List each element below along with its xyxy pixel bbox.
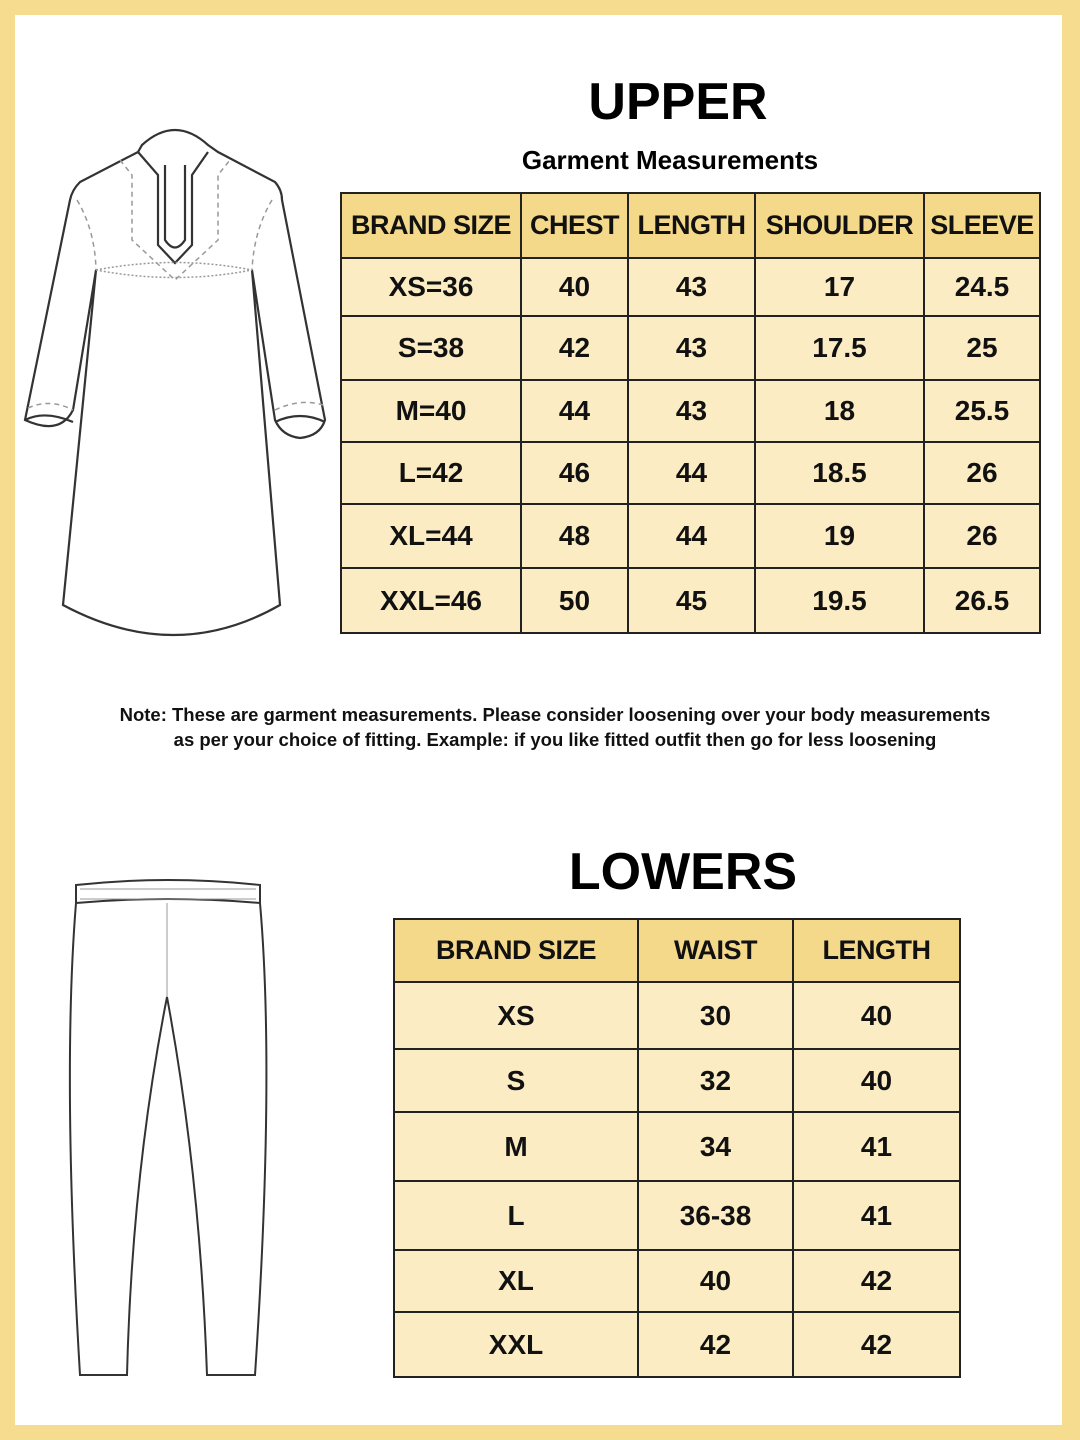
table-cell: 19.5 bbox=[754, 567, 925, 634]
table-cell: 18.5 bbox=[754, 441, 925, 505]
table-cell: L bbox=[393, 1180, 639, 1251]
header-chest: CHEST bbox=[520, 192, 629, 259]
table-cell: 44 bbox=[520, 379, 629, 443]
kurta-illustration bbox=[23, 128, 327, 637]
table-cell: 32 bbox=[637, 1048, 794, 1113]
table-row: M=40 44 43 18 25.5 bbox=[340, 379, 1041, 443]
table-cell: S=38 bbox=[340, 315, 522, 381]
table-cell: 43 bbox=[627, 315, 756, 381]
table-cell: 40 bbox=[792, 1048, 961, 1113]
table-cell: XS bbox=[393, 981, 639, 1050]
table-cell: 17.5 bbox=[754, 315, 925, 381]
table-cell: XL=44 bbox=[340, 503, 522, 569]
table-cell: 19 bbox=[754, 503, 925, 569]
table-cell: 48 bbox=[520, 503, 629, 569]
table-row: S 32 40 bbox=[393, 1048, 961, 1113]
table-cell: S bbox=[393, 1048, 639, 1113]
table-cell: M=40 bbox=[340, 379, 522, 443]
table-row: S=38 42 43 17.5 25 bbox=[340, 315, 1041, 381]
table-row: XXL=46 50 45 19.5 26.5 bbox=[340, 567, 1041, 634]
table-cell: 41 bbox=[792, 1180, 961, 1251]
table-cell: XXL=46 bbox=[340, 567, 522, 634]
header-brand-size: BRAND SIZE bbox=[393, 918, 639, 983]
pants-illustration bbox=[68, 879, 268, 1376]
table-cell: 42 bbox=[792, 1249, 961, 1313]
table-cell: 46 bbox=[520, 441, 629, 505]
table-row: XL=44 48 44 19 26 bbox=[340, 503, 1041, 569]
table-cell: 34 bbox=[637, 1111, 794, 1182]
table-cell: 42 bbox=[792, 1311, 961, 1378]
table-header-row: BRAND SIZE WAIST LENGTH bbox=[393, 918, 961, 983]
header-length: LENGTH bbox=[627, 192, 756, 259]
table-cell: 40 bbox=[520, 257, 629, 317]
table-cell: 43 bbox=[627, 379, 756, 443]
table-cell: 50 bbox=[520, 567, 629, 634]
table-cell: 44 bbox=[627, 441, 756, 505]
table-cell: 40 bbox=[792, 981, 961, 1050]
table-cell: 17 bbox=[754, 257, 925, 317]
table-cell: 25 bbox=[923, 315, 1041, 381]
header-brand-size: BRAND SIZE bbox=[340, 192, 522, 259]
table-cell: 42 bbox=[637, 1311, 794, 1378]
table-cell: 40 bbox=[637, 1249, 794, 1313]
header-length: LENGTH bbox=[792, 918, 961, 983]
table-row: M 34 41 bbox=[393, 1111, 961, 1182]
table-row: XXL 42 42 bbox=[393, 1311, 961, 1378]
table-cell: XS=36 bbox=[340, 257, 522, 317]
upper-subtitle: Garment Measurements bbox=[521, 145, 819, 175]
table-cell: 24.5 bbox=[923, 257, 1041, 317]
lowers-size-table: BRAND SIZE WAIST LENGTH XS 30 40 S 32 40 M 34 41… bbox=[393, 918, 961, 1378]
note-line-1: Note: These are garment measurements. Pl… bbox=[119, 704, 991, 725]
table-cell: M bbox=[393, 1111, 639, 1182]
note-text: Note: These are garment measurements. Pl… bbox=[60, 702, 1050, 752]
upper-title: UPPER bbox=[588, 73, 768, 131]
table-cell: 41 bbox=[792, 1111, 961, 1182]
table-row: XS 30 40 bbox=[393, 981, 961, 1050]
lowers-title: LOWERS bbox=[568, 843, 798, 901]
table-cell: XXL bbox=[393, 1311, 639, 1378]
header-sleeve: SLEEVE bbox=[923, 192, 1041, 259]
table-cell: 25.5 bbox=[923, 379, 1041, 443]
table-row: XS=36 40 43 17 24.5 bbox=[340, 257, 1041, 317]
table-cell: XL bbox=[393, 1249, 639, 1313]
header-waist: WAIST bbox=[637, 918, 794, 983]
table-cell: 36-38 bbox=[637, 1180, 794, 1251]
table-cell: 30 bbox=[637, 981, 794, 1050]
table-header-row: BRAND SIZE CHEST LENGTH SHOULDER SLEEVE bbox=[340, 192, 1041, 259]
note-line-2: as per your choice of fitting. Example: … bbox=[173, 729, 937, 750]
table-cell: L=42 bbox=[340, 441, 522, 505]
table-row: L 36-38 41 bbox=[393, 1180, 961, 1251]
table-cell: 44 bbox=[627, 503, 756, 569]
table-cell: 45 bbox=[627, 567, 756, 634]
table-cell: 26.5 bbox=[923, 567, 1041, 634]
table-row: XL 40 42 bbox=[393, 1249, 961, 1313]
table-cell: 26 bbox=[923, 503, 1041, 569]
table-cell: 26 bbox=[923, 441, 1041, 505]
table-row: L=42 46 44 18.5 26 bbox=[340, 441, 1041, 505]
upper-size-table: BRAND SIZE CHEST LENGTH SHOULDER SLEEVE … bbox=[340, 192, 1041, 634]
header-shoulder: SHOULDER bbox=[754, 192, 925, 259]
table-cell: 42 bbox=[520, 315, 629, 381]
table-cell: 43 bbox=[627, 257, 756, 317]
table-cell: 18 bbox=[754, 379, 925, 443]
